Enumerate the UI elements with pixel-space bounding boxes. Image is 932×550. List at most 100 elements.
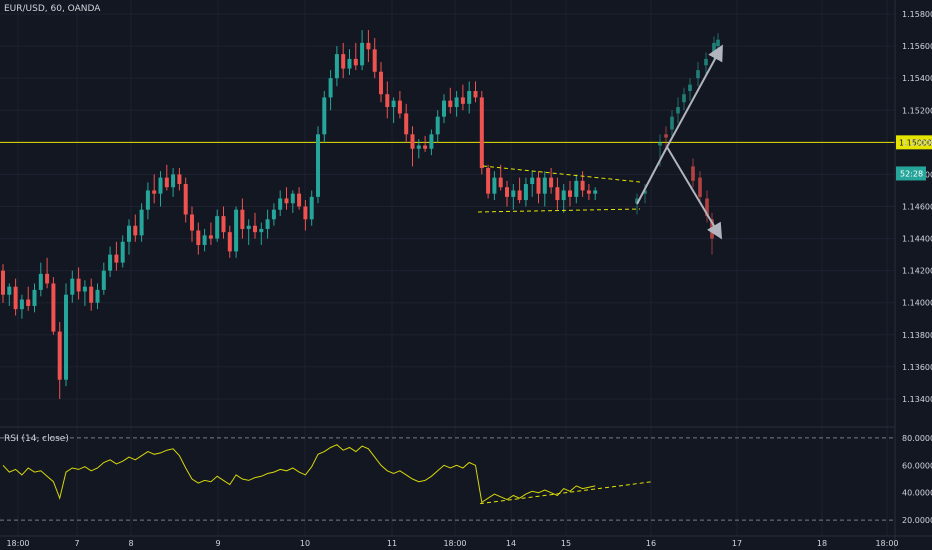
projected-body [716, 39, 720, 47]
candle-body [435, 116, 440, 135]
candle-body [284, 198, 289, 204]
candle-body [442, 100, 446, 117]
candle-body [70, 278, 75, 295]
candle-body [196, 230, 201, 245]
candle-body [7, 286, 12, 295]
candle-body [316, 134, 320, 197]
candle-body [290, 193, 295, 204]
candle-body [580, 180, 585, 191]
triangle-lower-line [477, 208, 641, 213]
price-tick-label: 1.15000 [902, 138, 932, 147]
projected-body [658, 142, 662, 146]
candle-body [586, 190, 591, 194]
projected-body [670, 116, 674, 130]
candle-body [1, 270, 5, 295]
time-tick-label: 18:00 [443, 539, 466, 548]
candle-body [171, 174, 176, 188]
rsi-title: RSI (14, close) [4, 434, 69, 444]
level-line-group: 1.15000 [0, 135, 932, 150]
candle-body [574, 180, 579, 197]
time-tick-label: 8 [128, 539, 133, 548]
candle-body [26, 299, 31, 306]
candle-body [366, 42, 371, 50]
candle-body [278, 198, 283, 210]
candle-body [549, 177, 554, 188]
candle-body [234, 209, 239, 252]
candle-body [202, 235, 207, 245]
candle-body [303, 206, 308, 220]
candle-body [416, 145, 421, 149]
candle-body [145, 190, 150, 210]
candle-body [215, 216, 220, 239]
price-tick-label: 1.14000 [902, 299, 932, 308]
arrow-up-scenario [666, 44, 723, 148]
candle-body [57, 331, 62, 380]
candle-body [353, 58, 358, 66]
candle-body [64, 294, 68, 380]
candle-body [82, 286, 87, 292]
candle-body [183, 184, 188, 215]
projected-body [705, 198, 709, 217]
projected-body [688, 84, 692, 92]
candle-body [530, 177, 535, 185]
time-tick-label: 15 [561, 539, 571, 548]
symbol-title: EUR/USD, 60, OANDA [4, 4, 101, 14]
candle-body [505, 187, 509, 197]
projected-body [643, 190, 647, 194]
candle-body [423, 145, 428, 149]
candle-body [410, 134, 415, 149]
candle-body [347, 58, 352, 69]
price-tick-label: 1.13600 [902, 363, 932, 372]
candle-body [341, 54, 346, 69]
time-tick-label: 17 [732, 539, 742, 548]
candle-body [467, 91, 472, 104]
projected-body [664, 134, 668, 138]
price-tick-label: 1.14400 [902, 235, 932, 244]
candle-body [568, 190, 572, 197]
candle-body [133, 225, 138, 236]
time-tick-label: 14 [506, 539, 516, 548]
candle-body [460, 97, 465, 104]
candle-body [479, 97, 484, 168]
drawings [477, 33, 723, 255]
rsi-trendline [479, 481, 653, 505]
last-price-label: 52:28 [900, 169, 923, 178]
rsi-tick-label: 40.0000 [902, 489, 932, 498]
candle-body [127, 225, 131, 242]
level-label: 1.15000 [899, 138, 932, 147]
candle-body [397, 100, 402, 114]
candle-body [448, 100, 453, 108]
candle-body [221, 216, 226, 233]
grid [0, 0, 895, 536]
projected-body [676, 107, 680, 114]
rsi-line [2, 444, 596, 504]
last-price-badge [896, 166, 926, 181]
candle-body [473, 91, 478, 98]
projected-body [698, 177, 702, 197]
rsi-panel [0, 437, 895, 521]
candle-body [158, 177, 163, 194]
candle-body [555, 187, 560, 201]
projected-body [696, 70, 700, 79]
time-tick-label: 18:00 [6, 539, 29, 548]
candle-body [536, 177, 541, 194]
candle-body [486, 167, 491, 194]
candle-body [164, 177, 169, 188]
candles [1, 30, 598, 399]
candle-body [372, 49, 377, 72]
candle-body [385, 94, 390, 108]
price-tick-label: 1.15800 [902, 10, 932, 19]
candle-body [542, 177, 547, 194]
time-tick-label: 18 [817, 539, 827, 548]
candle-body [76, 278, 81, 292]
level-label-bg [896, 135, 932, 150]
candle-body [322, 97, 327, 135]
candle-body [32, 289, 37, 306]
price-tick-label: 1.13800 [902, 331, 932, 340]
projected-body [691, 166, 695, 181]
candle-body [271, 209, 276, 220]
candle-body [297, 193, 302, 207]
candle-body [523, 184, 528, 201]
